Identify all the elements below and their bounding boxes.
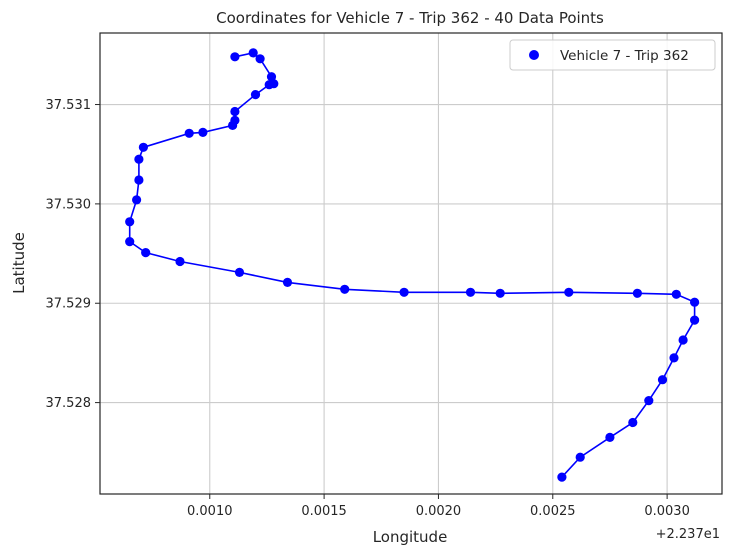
data-point — [125, 217, 134, 226]
data-point — [672, 290, 681, 299]
data-point — [228, 121, 237, 130]
data-point — [139, 143, 148, 152]
chart-title: Coordinates for Vehicle 7 - Trip 362 - 4… — [216, 9, 604, 27]
data-point — [605, 433, 614, 442]
data-point — [256, 54, 265, 63]
y-tick-label: 37.528 — [46, 396, 92, 411]
x-tick-label: 0.0020 — [416, 504, 462, 519]
data-point — [283, 278, 292, 287]
x-tick-label: 0.0015 — [301, 504, 347, 519]
data-point — [175, 257, 184, 266]
data-point — [644, 396, 653, 405]
x-tick-label: 0.0025 — [530, 504, 576, 519]
data-point — [185, 129, 194, 138]
legend-marker — [529, 50, 539, 60]
data-point — [679, 335, 688, 344]
data-point — [466, 288, 475, 297]
data-point — [235, 268, 244, 277]
y-axis-label: Latitude — [10, 232, 28, 294]
data-point — [669, 353, 678, 362]
data-point — [265, 80, 274, 89]
x-tick-label: 0.0030 — [644, 504, 690, 519]
data-point — [628, 418, 637, 427]
legend: Vehicle 7 - Trip 362 — [510, 40, 715, 70]
data-point — [633, 289, 642, 298]
data-point — [690, 298, 699, 307]
y-tick-label: 37.529 — [46, 297, 92, 312]
data-point — [576, 453, 585, 462]
data-point — [132, 195, 141, 204]
data-point — [141, 248, 150, 257]
data-point — [400, 288, 409, 297]
data-point — [134, 175, 143, 184]
x-tick-label: 0.0010 — [187, 504, 233, 519]
data-point — [198, 128, 207, 137]
legend-label: Vehicle 7 - Trip 362 — [560, 48, 689, 64]
y-tick-label: 37.531 — [46, 98, 92, 113]
data-point — [496, 289, 505, 298]
data-point — [557, 473, 566, 482]
data-point — [658, 375, 667, 384]
data-point — [230, 107, 239, 116]
data-point — [251, 90, 260, 99]
data-point — [230, 52, 239, 61]
data-point — [134, 155, 143, 164]
data-point — [125, 237, 134, 246]
data-point — [340, 285, 349, 294]
data-point — [564, 288, 573, 297]
x-axis-offset-label: +2.237e1 — [656, 527, 720, 542]
data-point — [690, 316, 699, 325]
y-tick-label: 37.530 — [46, 197, 92, 212]
x-axis-label: Longitude — [373, 528, 448, 546]
